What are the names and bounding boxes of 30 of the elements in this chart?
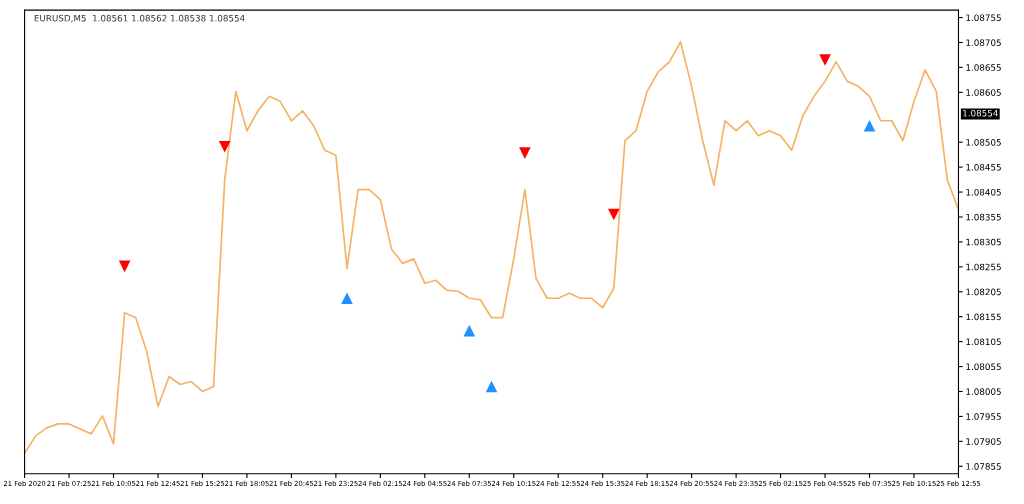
point [341,292,353,305]
y-tick-label: 1.08005 [966,388,1001,395]
y-tick-label: 1.08505 [966,139,1001,146]
y-tick-label: 1.08405 [966,188,1001,196]
y-tick-label: 1.08655 [966,64,1001,71]
y-tick-label: 1.08605 [966,89,1001,96]
y-tick-label: 1.08755 [966,14,1001,22]
point [819,54,831,66]
y-tick-label: 1.08355 [966,213,1001,221]
y-tick-label: 1.08105 [966,338,1001,346]
point [218,140,231,153]
text: 1.08554 [963,109,998,117]
chart-title: EURUSD,M5 1.08561 1.08562 1.08538 1.08554 [34,14,245,23]
point [519,147,531,159]
y-tick-label: 1.08205 [966,288,1001,296]
point [485,380,498,393]
point [863,119,876,132]
y-tick-label: 1.08055 [966,363,1001,371]
point [118,260,131,273]
y-tick-label: 1.08255 [966,263,1001,271]
line-series [24,41,959,455]
y-tick-label: 1.07905 [966,438,1001,445]
point [608,208,620,221]
y-tick-label: 1.08305 [966,238,1001,246]
point [463,324,476,337]
y-tick-label: 1.08705 [966,39,1001,46]
y-tick-label: 1.07855 [966,463,1001,470]
y-tick-label: 1.08155 [966,313,1001,321]
y-tick-label: 1.08455 [966,163,1001,171]
y-tick-label: 1.07955 [966,413,1001,420]
